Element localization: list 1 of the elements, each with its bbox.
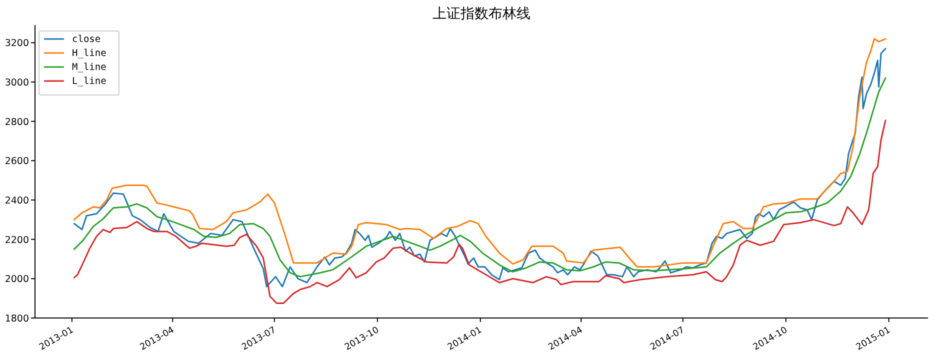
title: 上证指数布林线 [432, 6, 530, 22]
